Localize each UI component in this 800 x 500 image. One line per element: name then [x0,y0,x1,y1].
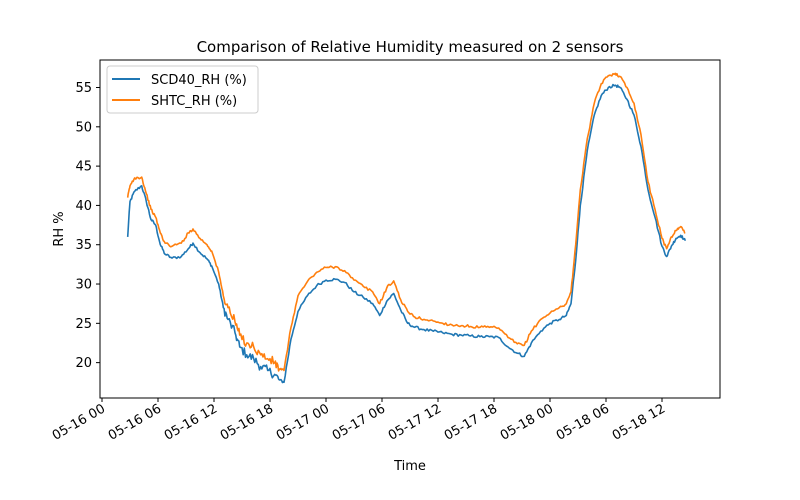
series-line-scd40 [126,83,687,384]
series-layer [126,72,687,384]
y-axis: 20 25 30 35 40 45 50 55 [75,81,100,371]
y-tick-label: 55 [75,81,92,96]
y-tick-label: 50 [75,120,92,135]
legend-label-shtc: SHTC_RH (%) [151,94,237,109]
y-tick-label: 30 [75,278,92,293]
chart-title: Comparison of Relative Humidity measured… [197,38,624,56]
plot-frame [99,59,721,399]
series-line-shtc [126,72,686,372]
y-tick-label: 25 [75,317,92,332]
x-axis-label: Time [393,459,426,474]
legend: SCD40_RH (%) SHTC_RH (%) [106,65,259,114]
y-tick-label: 20 [75,356,92,371]
y-tick-label: 45 [75,160,92,175]
y-tick-label: 35 [75,238,92,253]
y-tick-label: 40 [75,199,92,214]
legend-box [106,65,259,114]
legend-label-scd40: SCD40_RH (%) [151,73,247,88]
y-axis-label: RH % [52,211,67,246]
